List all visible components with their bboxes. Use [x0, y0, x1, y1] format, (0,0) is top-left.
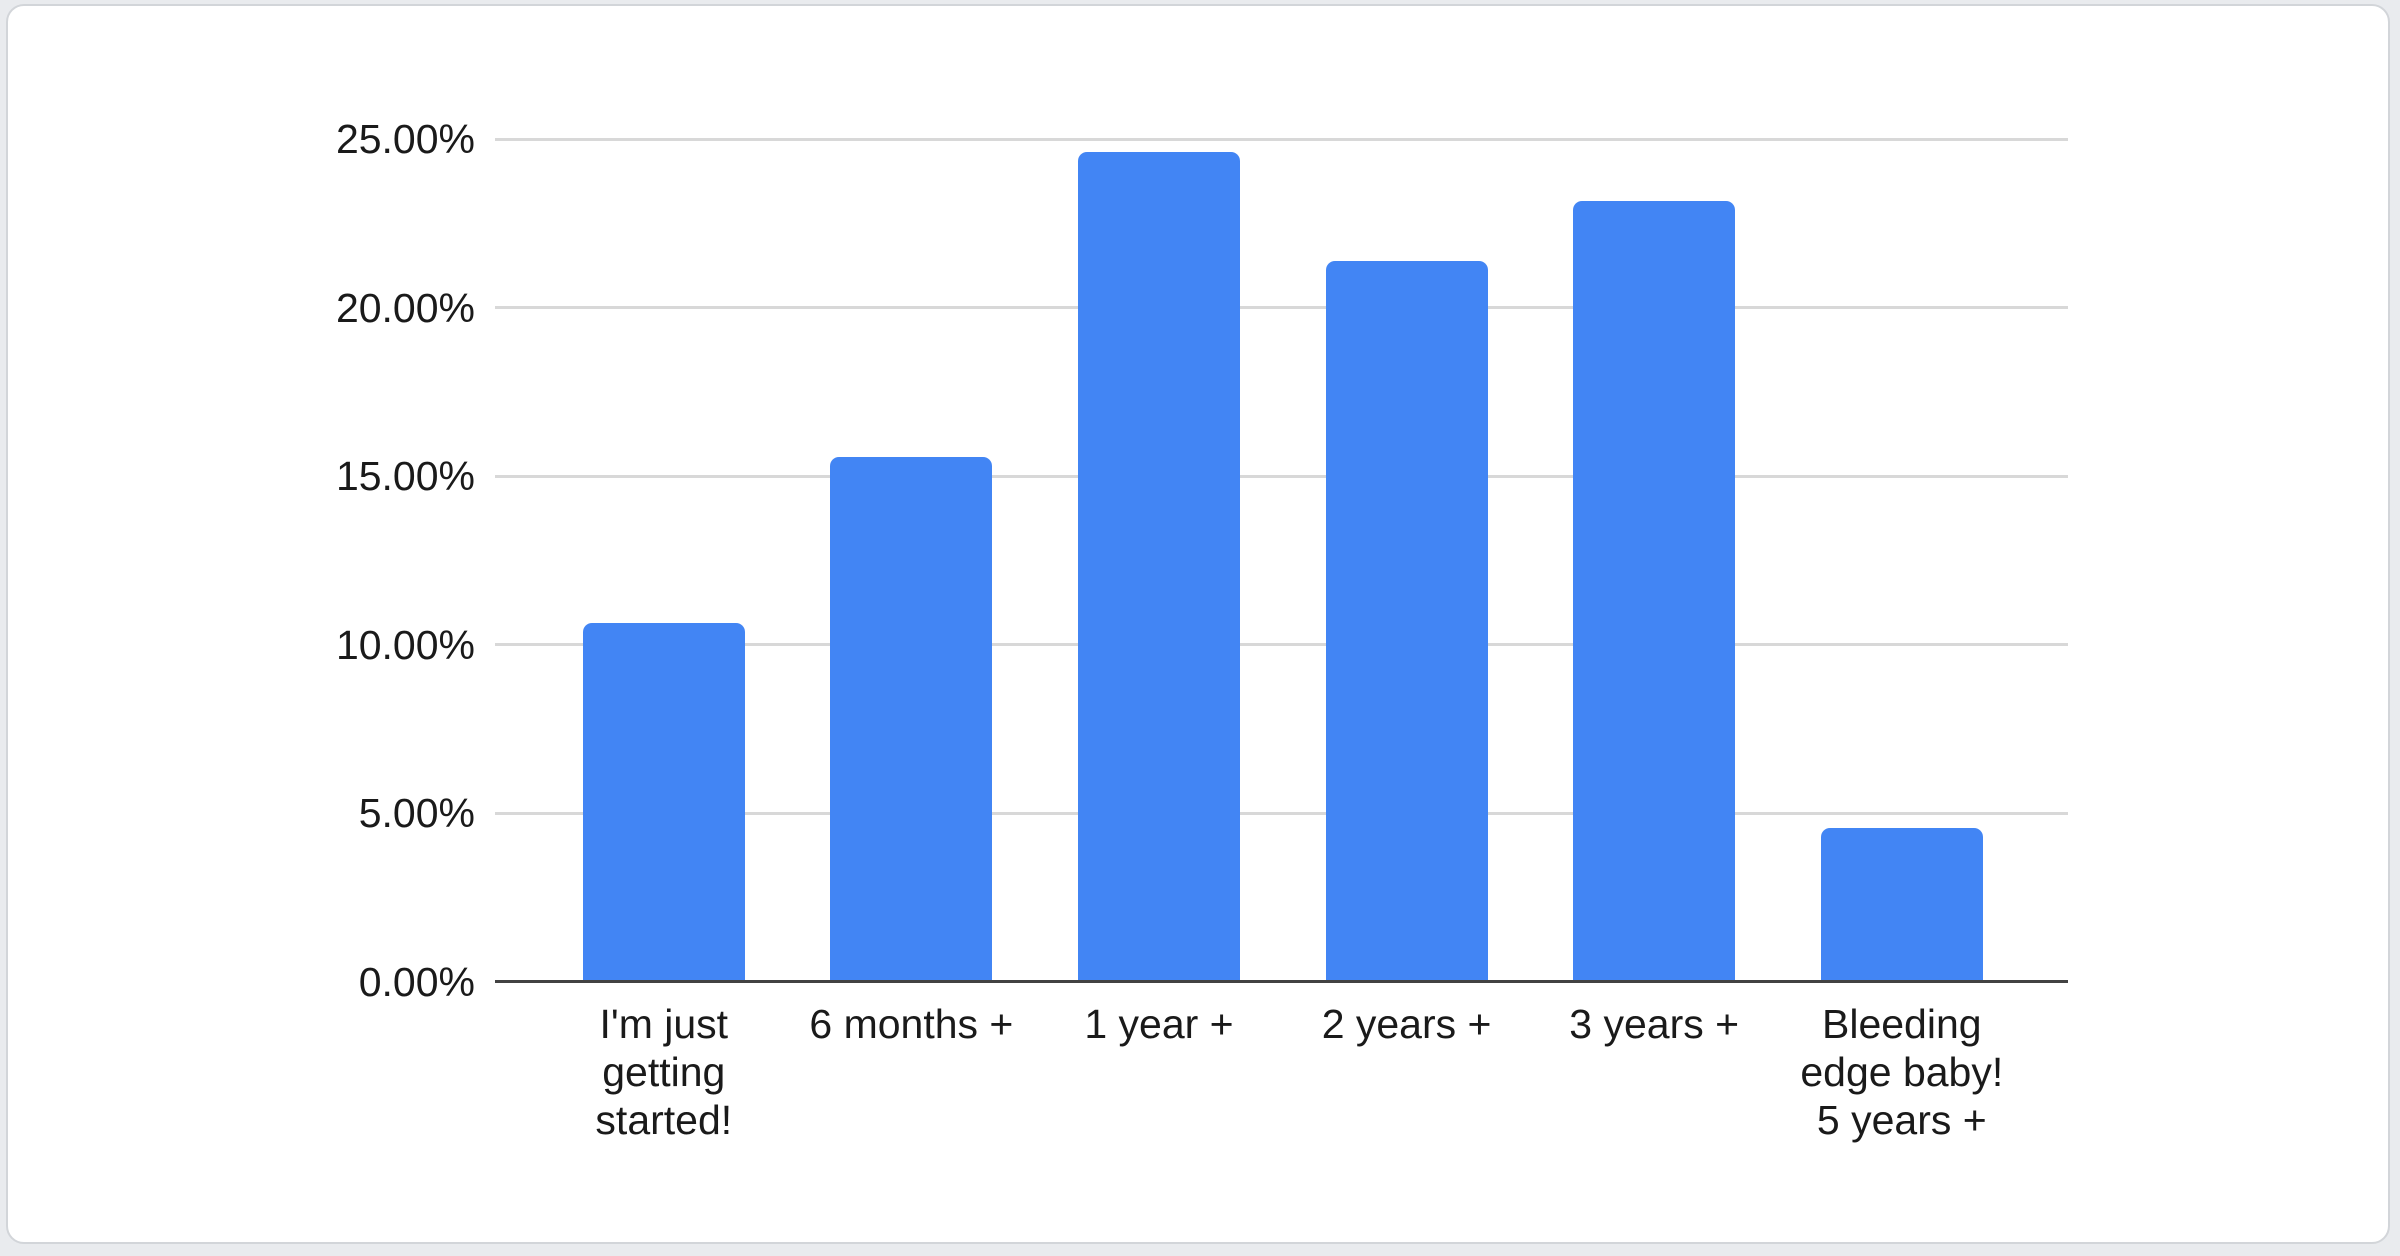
bar-5: [1573, 201, 1736, 982]
y-axis-tick-label: 10.00%: [335, 621, 475, 668]
y-axis-tick-label: 0.00%: [358, 959, 475, 1005]
y-axis-tick-label: 25.00%: [335, 116, 475, 162]
x-axis-category-label: Bleeding edge baby! 5 years +: [1800, 1001, 2004, 1143]
x-axis-line: [495, 980, 2068, 983]
gridline-20: [495, 306, 2068, 310]
bar-6: [1820, 827, 1983, 982]
gridline-15: [495, 474, 2068, 478]
x-axis-category-label: 3 years +: [1569, 1001, 1740, 1047]
y-axis-tick-label: 5.00%: [358, 790, 475, 837]
gridline-25: [495, 137, 2068, 141]
y-axis-tick-label: 15.00%: [335, 453, 475, 500]
x-axis-category-label: I'm just getting started!: [595, 1001, 733, 1143]
y-axis-tick-label: 20.00%: [335, 284, 475, 331]
x-axis-category-label: 2 years +: [1321, 1001, 1492, 1047]
bar-3: [1078, 152, 1240, 982]
gridline-10: [495, 643, 2068, 647]
bar-1: [582, 622, 745, 982]
x-axis-category-label: 1 year +: [1084, 1001, 1234, 1047]
x-axis-category-label: 6 months +: [809, 1001, 1014, 1047]
bar-2: [830, 456, 993, 982]
bar-4: [1325, 261, 1488, 982]
gridline-5: [495, 811, 2068, 815]
